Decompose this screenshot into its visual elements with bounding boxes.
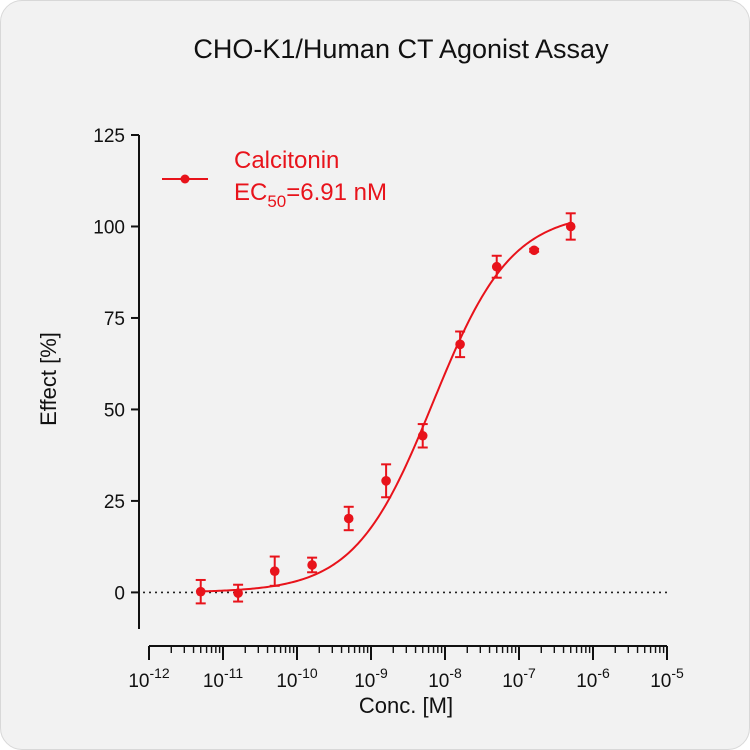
- y-axis-title: Effect [%]: [36, 332, 61, 426]
- data-point: [195, 578, 206, 605]
- legend-series-name: Calcitonin: [234, 147, 339, 174]
- point-marker: [307, 560, 317, 570]
- x-tick-label: 10-6: [576, 665, 610, 692]
- x-tick-label: 10-7: [502, 665, 536, 692]
- data-point: [269, 555, 280, 587]
- point-marker: [269, 566, 280, 576]
- point-marker: [491, 261, 502, 272]
- point-marker: [529, 245, 539, 256]
- y-tick-label: 50: [104, 400, 125, 421]
- point-marker: [233, 588, 243, 598]
- fit-curve-layer: [200, 221, 571, 593]
- data-point: [307, 556, 318, 574]
- y-tick-label: 125: [93, 126, 125, 147]
- y-tick-label: 75: [104, 309, 125, 330]
- data-points-layer: [195, 212, 576, 605]
- chart-title: CHO-K1/Human CT Agonist Assay: [193, 34, 609, 64]
- x-axis-title: Conc. [M]: [359, 693, 453, 718]
- ec50-subscript: 50: [267, 192, 286, 211]
- data-point: [233, 583, 244, 603]
- legend-ec50-label: EC50=6.91 nM: [234, 179, 387, 211]
- x-tick-label: 10-5: [650, 665, 684, 692]
- data-point: [565, 212, 576, 241]
- x-tick-label: 10-10: [276, 665, 318, 692]
- data-point: [343, 505, 354, 532]
- x-tick-label: 10-9: [354, 665, 388, 692]
- legend: Calcitonin EC50=6.91 nM: [162, 147, 387, 211]
- ec50-prefix: EC: [234, 179, 267, 206]
- y-axis: 0 25 50 75 100 125: [93, 126, 140, 629]
- y-tick-label: 0: [114, 583, 125, 604]
- data-point: [381, 463, 392, 499]
- data-point: [417, 423, 428, 449]
- point-marker: [195, 586, 206, 597]
- x-axis: 10-12 10-11 10-10 10-9 10-8 10-7 10-6 10-5: [128, 645, 684, 692]
- x-tick-label: 10-12: [128, 665, 170, 692]
- y-tick-label: 25: [104, 492, 125, 513]
- x-tick-label: 10-11: [203, 665, 244, 692]
- y-tick-label: 100: [93, 217, 125, 238]
- point-marker: [455, 339, 465, 350]
- x-tick-label: 10-8: [428, 665, 462, 692]
- fit-curve: [200, 221, 571, 593]
- ec50-value: =6.91 nM: [286, 179, 387, 206]
- data-point: [455, 330, 466, 359]
- point-marker: [417, 430, 428, 441]
- point-marker: [381, 476, 391, 486]
- point-marker: [343, 513, 354, 524]
- data-point: [529, 245, 540, 256]
- point-marker: [565, 221, 576, 232]
- legend-point-marker: [180, 174, 190, 184]
- data-point: [491, 254, 502, 279]
